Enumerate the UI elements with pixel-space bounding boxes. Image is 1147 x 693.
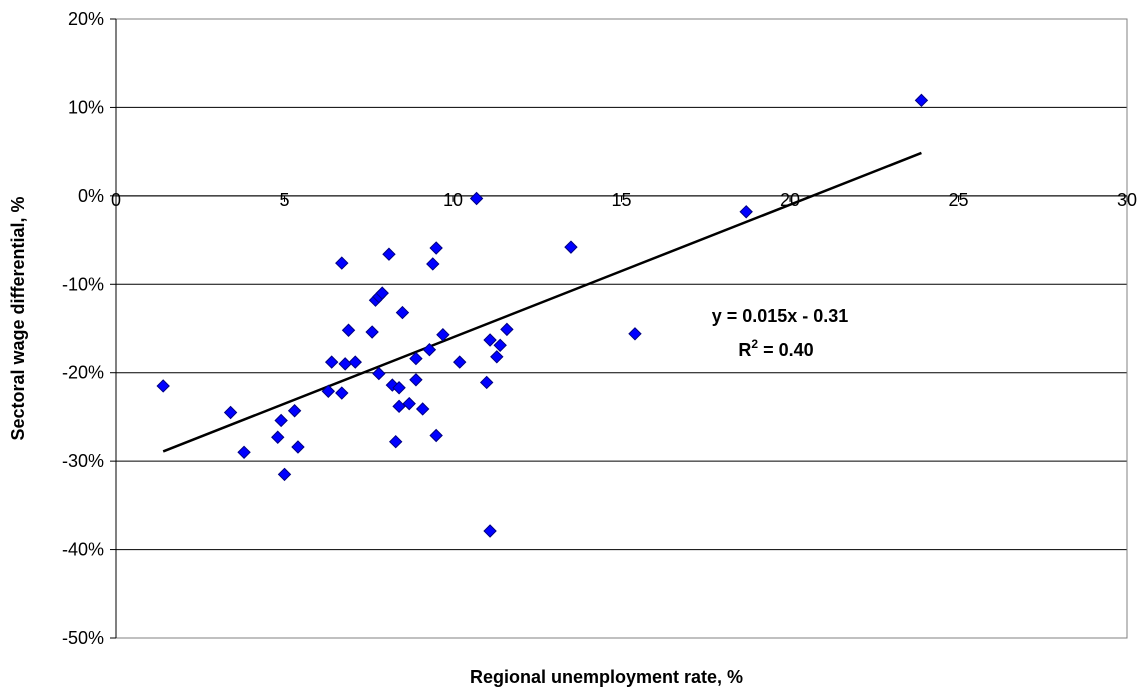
data-point bbox=[409, 351, 423, 366]
data-point bbox=[739, 205, 753, 219]
x-tick-label: 20 bbox=[780, 190, 800, 210]
y-tick-label: -40% bbox=[62, 540, 104, 560]
y-tick-label: -30% bbox=[62, 451, 104, 471]
y-tick-label: 10% bbox=[68, 97, 104, 117]
data-point bbox=[341, 323, 356, 337]
data-point bbox=[483, 524, 497, 538]
data-point bbox=[382, 247, 396, 261]
y-tick-labels: 20% 10% 0% -10% -20% -30% -40% -50% bbox=[62, 9, 116, 648]
data-point bbox=[287, 404, 302, 418]
r-squared-label: R2 = 0.40 bbox=[738, 337, 813, 360]
gridlines bbox=[116, 18, 1127, 639]
data-point bbox=[436, 327, 450, 342]
data-point bbox=[237, 445, 251, 460]
data-point bbox=[321, 384, 336, 398]
data-point bbox=[914, 93, 929, 108]
data-point bbox=[422, 343, 437, 357]
data-point bbox=[223, 405, 238, 420]
r-squared-value: = 0.40 bbox=[758, 340, 814, 360]
data-point bbox=[271, 430, 285, 444]
y-tick-label: -50% bbox=[62, 628, 104, 648]
data-point bbox=[324, 355, 339, 369]
data-point bbox=[156, 379, 170, 393]
data-point bbox=[429, 428, 443, 443]
data-point bbox=[415, 402, 430, 416]
data-point bbox=[335, 256, 349, 270]
data-point bbox=[277, 467, 292, 482]
x-axis-title: Regional unemployment rate, % bbox=[470, 667, 743, 687]
r-squared-prefix: R bbox=[738, 340, 751, 360]
data-point bbox=[564, 240, 578, 254]
regression-equation: y = 0.015x - 0.31 bbox=[712, 306, 849, 326]
data-point bbox=[479, 375, 494, 390]
data-point bbox=[426, 257, 440, 271]
data-point bbox=[338, 357, 352, 371]
data-point bbox=[274, 413, 288, 428]
data-point bbox=[409, 373, 423, 387]
data-point bbox=[365, 325, 379, 339]
x-tick-label: 30 bbox=[1117, 190, 1137, 210]
data-point bbox=[395, 305, 410, 320]
data-point bbox=[392, 381, 406, 395]
data-point bbox=[628, 327, 642, 341]
data-point bbox=[375, 286, 389, 300]
data-point bbox=[429, 241, 443, 255]
y-tick-label: 0% bbox=[78, 186, 104, 206]
y-tick-label: 20% bbox=[68, 9, 104, 29]
data-point bbox=[372, 366, 386, 381]
x-tick-label: 15 bbox=[611, 190, 631, 210]
x-tick-label: 10 bbox=[443, 190, 463, 210]
x-tick-labels: 0 5 10 15 20 25 30 bbox=[111, 190, 1137, 210]
data-point bbox=[490, 350, 504, 364]
data-points bbox=[156, 93, 929, 538]
data-point bbox=[493, 338, 507, 353]
data-point bbox=[469, 191, 484, 206]
y-tick-label: -20% bbox=[62, 363, 104, 383]
data-point bbox=[392, 399, 406, 414]
data-point bbox=[483, 333, 497, 347]
plot-area-border bbox=[115, 18, 1128, 639]
data-point bbox=[402, 396, 416, 411]
y-tick-label: -10% bbox=[62, 274, 104, 294]
data-point bbox=[453, 355, 467, 369]
trendline bbox=[162, 151, 922, 453]
data-point bbox=[500, 322, 514, 337]
data-point bbox=[389, 434, 403, 449]
data-point bbox=[348, 355, 362, 369]
x-tick-label: 25 bbox=[948, 190, 968, 210]
data-point bbox=[291, 440, 305, 454]
r-squared-superscript: 2 bbox=[751, 337, 758, 351]
x-tick-label: 5 bbox=[279, 190, 289, 210]
data-point bbox=[335, 386, 349, 400]
y-axis-title: Sectoral wage differential, % bbox=[8, 196, 28, 440]
x-tick-label: 0 bbox=[111, 190, 121, 210]
